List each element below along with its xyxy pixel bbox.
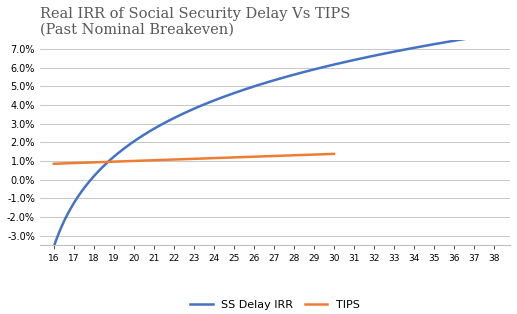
SS Delay IRR: [51, 245, 57, 249]
TIPS: [317, 153, 323, 156]
SS Delay IRR: [412, 46, 418, 50]
TIPS: [331, 152, 337, 156]
Line: TIPS: TIPS: [54, 154, 334, 164]
SS Delay IRR: [263, 81, 269, 85]
TIPS: [103, 160, 109, 164]
Legend: SS Delay IRR, TIPS: SS Delay IRR, TIPS: [186, 295, 364, 314]
SS Delay IRR: [260, 82, 266, 85]
TIPS: [125, 159, 131, 163]
Text: Real IRR of Social Security Delay Vs TIPS
(Past Nominal Breakeven): Real IRR of Social Security Delay Vs TIP…: [40, 7, 350, 37]
TIPS: [51, 162, 57, 166]
SS Delay IRR: [480, 34, 486, 38]
TIPS: [62, 161, 68, 165]
Line: SS Delay IRR: SS Delay IRR: [54, 34, 494, 247]
SS Delay IRR: [491, 32, 497, 36]
SS Delay IRR: [289, 73, 295, 77]
SS Delay IRR: [313, 67, 319, 71]
TIPS: [68, 161, 74, 165]
TIPS: [307, 153, 313, 157]
